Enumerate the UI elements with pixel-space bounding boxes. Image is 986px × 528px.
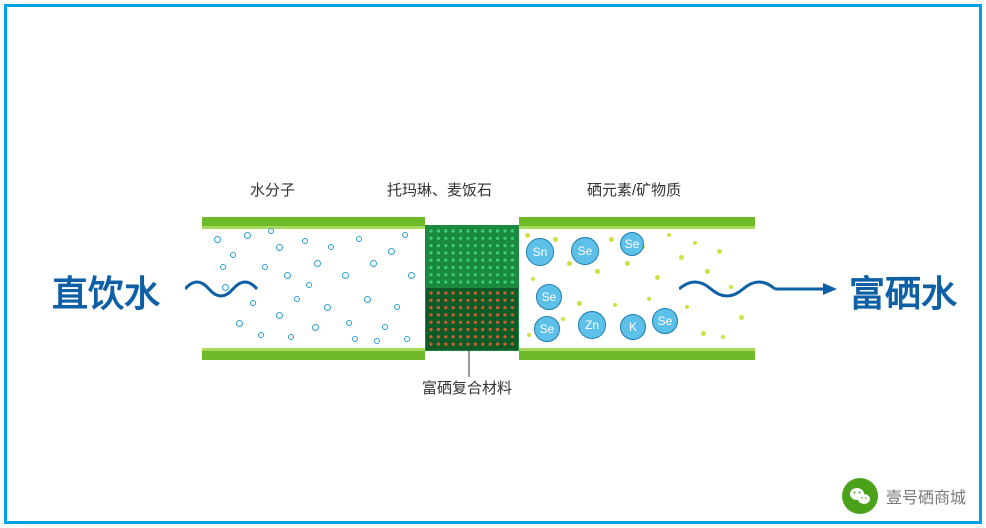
water-molecule-dot [230, 252, 236, 258]
filter-bottom-leader [467, 349, 471, 377]
pipe-wall-top-left-inner [202, 226, 425, 229]
filter-top-label: 托玛琳、麦饭石 [387, 179, 492, 200]
water-molecule-dot [352, 336, 358, 342]
water-molecule-dot [328, 244, 334, 250]
element-ball-sn: Sn [526, 238, 554, 266]
mineral-dot [609, 237, 614, 242]
filter-bottom-section [426, 288, 518, 350]
watermark: 壹号硒商城 [842, 478, 966, 514]
filter-block [425, 225, 519, 351]
mineral-dot [613, 303, 617, 307]
mineral-dot [595, 269, 600, 274]
mineral-dot [679, 255, 684, 260]
input-label: 直饮水 [52, 265, 160, 317]
arrow-out [679, 275, 839, 303]
element-ball-se: Se [534, 316, 560, 342]
element-ball-zn: Zn [578, 311, 606, 339]
arrow-in [185, 275, 265, 303]
water-molecule-dot [214, 236, 221, 243]
mineral-dot [667, 233, 671, 237]
mineral-dot [739, 315, 744, 320]
mineral-dot [685, 305, 689, 309]
mineral-dot [693, 241, 697, 245]
mineral-dot [625, 261, 630, 266]
water-molecule-dot [294, 296, 300, 302]
pipe-wall-bottom-right [519, 351, 755, 360]
water-molecule-dot [408, 272, 415, 279]
water-molecule-dot [288, 334, 294, 340]
water-molecule-dot [306, 282, 312, 288]
water-molecule-dot [346, 320, 352, 326]
mineral-dot [647, 297, 651, 301]
water-molecule-dot [244, 232, 251, 239]
water-molecule-dot [370, 260, 377, 267]
water-molecule-dot [236, 320, 243, 327]
mineral-dot [531, 277, 535, 281]
output-label: 富硒水 [849, 265, 957, 317]
water-molecule-dot [302, 238, 308, 244]
pipe-wall-top-right-inner [519, 226, 755, 229]
mineral-dot [721, 335, 725, 339]
water-molecule-dot [220, 264, 226, 270]
water-molecule-dot [312, 324, 319, 331]
water-molecule-dot [262, 264, 268, 270]
pipe-wall-bottom-left [202, 351, 425, 360]
water-molecule-dot [314, 260, 321, 267]
filter-top-grid [426, 226, 518, 288]
watermark-text: 壹号硒商城 [886, 484, 966, 508]
water-molecule-dot [276, 244, 283, 251]
water-molecule-dot [284, 272, 291, 279]
water-molecule-dot [388, 248, 395, 255]
water-molecule-dot [276, 312, 283, 319]
water-molecule-dot [258, 332, 264, 338]
mineral-dot [527, 333, 531, 337]
water-molecule-dot [364, 296, 371, 303]
mineral-dot [561, 317, 565, 321]
filter-bottom-label: 富硒复合材料 [422, 377, 512, 398]
diagram-frame: SnSeSeSeSeZnKSe 直饮水 富硒水 水分子 托玛琳、麦饭石 硒元素/… [4, 4, 982, 524]
water-molecule-label: 水分子 [250, 179, 295, 200]
water-molecule-dot [402, 232, 408, 238]
water-molecule-dot [394, 304, 400, 310]
water-molecule-dot [374, 338, 380, 344]
water-molecule-dot [342, 272, 349, 279]
water-molecule-dot [404, 336, 410, 342]
mineral-dot [553, 237, 558, 242]
mineral-dot [567, 261, 572, 266]
water-molecule-dot [324, 304, 331, 311]
element-ball-se: Se [620, 232, 644, 256]
mineral-dot [525, 233, 530, 238]
filter-top-section [426, 226, 518, 288]
filter-bottom-grid [426, 288, 518, 350]
pipe-wall-bottom-left-inner [202, 348, 425, 351]
mineral-dot [577, 301, 582, 306]
mineral-dot [701, 331, 706, 336]
mineral-dot [717, 249, 722, 254]
element-ball-se: Se [536, 284, 562, 310]
water-molecule-dot [268, 228, 274, 234]
mineral-dot [655, 275, 660, 280]
water-molecule-dot [356, 236, 362, 242]
wechat-icon [842, 478, 878, 514]
pipe-wall-top-right [519, 217, 755, 226]
mineral-dot [705, 269, 710, 274]
water-molecule-dot [382, 324, 388, 330]
pipe-wall-top-left [202, 217, 425, 226]
minerals-label: 硒元素/矿物质 [587, 179, 681, 200]
element-ball-se: Se [571, 237, 599, 265]
pipe-wall-bottom-right-inner [519, 348, 755, 351]
element-ball-k: K [620, 314, 646, 340]
element-ball-se: Se [652, 308, 678, 334]
